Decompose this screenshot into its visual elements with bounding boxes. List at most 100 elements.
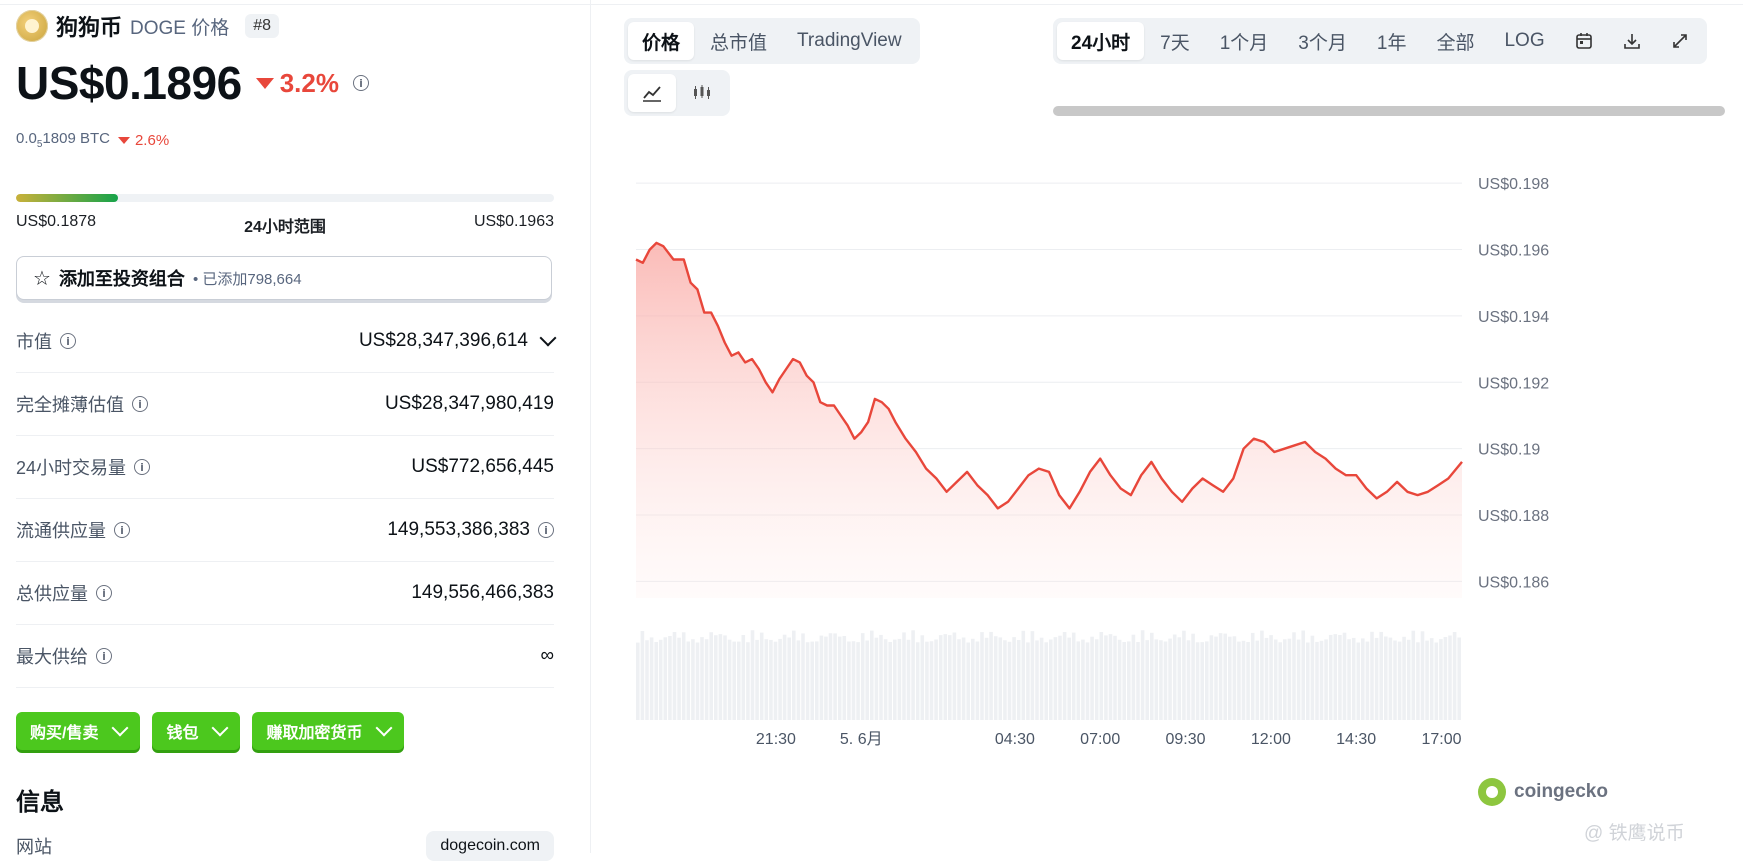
tab-range[interactable]: 7天 <box>1160 32 1190 54</box>
volume-bar <box>1186 640 1191 720</box>
info-icon[interactable]: i <box>134 459 151 475</box>
volume-bar <box>984 637 989 720</box>
tab-range[interactable]: 3个月 <box>1298 32 1347 54</box>
stat-label: 24小时交易量 <box>16 458 127 478</box>
portfolio-added-count: • 已添加798,664 <box>192 270 302 288</box>
volume-bar <box>1448 635 1452 720</box>
y-tick-label: US$0.19 <box>1478 442 1540 459</box>
volume-bar <box>856 642 860 720</box>
volume-bar <box>1094 639 1099 720</box>
volume-bar <box>672 632 677 720</box>
x-tick-label: 07:00 <box>1080 731 1120 748</box>
volume-bar <box>1195 642 1200 720</box>
volume-bar <box>961 637 966 720</box>
stats-table: 市值 i US$28,347,396,614 完全摊薄估值 i US$28,347,… <box>16 310 557 688</box>
x-tick-label: 09:30 <box>1166 731 1206 748</box>
volume-bar <box>1342 632 1347 720</box>
stat-row-market-cap[interactable]: 市值 i US$28,347,396,614 <box>16 310 557 373</box>
buy-sell-button[interactable]: 购买/售卖 <box>16 712 141 750</box>
add-to-portfolio-button[interactable]: ☆ 添加至投资组合 • 已添加798,664 <box>16 256 552 300</box>
volume-bar <box>1117 639 1122 720</box>
volume-bar <box>727 639 732 720</box>
volume-bar <box>966 642 970 720</box>
stat-row-circulating-supply: 流通供应量 i 149,553,386,383 i <box>16 499 554 562</box>
candlestick-button[interactable] <box>678 74 726 112</box>
volume-bar <box>1301 630 1305 720</box>
price-change-value: 3.2% <box>279 67 339 98</box>
tab-range[interactable]: 1年 <box>1376 32 1407 54</box>
volume-bar <box>815 641 819 720</box>
volume-bar <box>1338 635 1342 720</box>
down-triangle-icon <box>255 77 274 89</box>
info-icon[interactable]: i <box>96 648 112 664</box>
volume-bar <box>824 636 828 720</box>
info-icon[interactable]: i <box>352 75 369 91</box>
volume-bar <box>1228 636 1232 720</box>
volume-bar <box>640 631 645 720</box>
volume-bar <box>837 636 842 720</box>
earn-crypto-button[interactable]: 赚取加密货币 <box>252 712 405 750</box>
volume-bar <box>1452 632 1457 720</box>
tab-range[interactable]: 全部 <box>1436 32 1475 54</box>
stat-value: 149,556,466,383 <box>411 582 554 603</box>
tab-range[interactable]: 24小时 <box>1057 22 1145 60</box>
volume-bar <box>1237 641 1241 720</box>
stat-row-volume: 24小时交易量 i US$772,656,445 <box>16 436 554 499</box>
wallet-button[interactable]: 钱包 <box>152 712 241 750</box>
volume-bar <box>1090 636 1094 720</box>
volume-bar <box>1104 635 1108 720</box>
stat-value: US$772,656,445 <box>411 456 554 477</box>
volume-bar <box>1246 642 1250 720</box>
volume-bar <box>1250 632 1255 720</box>
volume-bar <box>796 640 801 720</box>
price-line <box>635 241 1463 510</box>
range-scrollbar[interactable] <box>1053 106 1725 116</box>
current-price: US$0.1896 <box>16 57 242 109</box>
tab-log[interactable]: LOG <box>1504 30 1545 51</box>
volume-bar <box>1168 638 1172 720</box>
coingecko-brand: coingecko <box>1514 781 1608 802</box>
info-icon[interactable]: i <box>538 522 554 538</box>
info-icon[interactable]: i <box>114 522 130 538</box>
volume-bar <box>1434 642 1439 720</box>
volume-bar <box>1085 642 1090 720</box>
tab-market-cap[interactable]: 总市值 <box>710 32 768 54</box>
volume-bar <box>934 639 938 720</box>
price-chart-svg: US$0.198 US$0.196 US$0.194 US$0.192 US$0.19 U… <box>635 176 1549 748</box>
chevron-down-icon <box>375 719 393 737</box>
volume-bar <box>1406 639 1411 720</box>
tab-range[interactable]: 1个月 <box>1219 32 1269 54</box>
volume-bar <box>1296 639 1301 720</box>
tab-price[interactable]: 价格 <box>628 22 695 60</box>
x-tick-label: 04:30 <box>995 731 1035 748</box>
fullscreen-button[interactable] <box>1657 22 1703 60</box>
range-title: 24小时范围 <box>244 219 326 236</box>
volume-bar <box>1136 642 1140 720</box>
btc-price-row: 0.051809 BTC 2.6% <box>16 130 169 150</box>
volume-bar <box>1159 640 1163 720</box>
info-icon[interactable]: i <box>60 333 76 349</box>
rank-badge: #8 <box>245 14 280 38</box>
info-icon[interactable]: i <box>96 585 112 601</box>
site-watermark: @ 铁鹰说币 <box>1584 818 1685 845</box>
line-chart-button[interactable] <box>628 74 676 112</box>
chart-panel: 价格 总市值 TradingView 24小时 7天 1个月 3个月 1年 全部… <box>590 0 1743 853</box>
website-link[interactable]: dogecoin.com <box>426 831 554 861</box>
volume-bar <box>952 632 957 720</box>
volume-bar <box>663 637 668 720</box>
tab-tradingview[interactable]: TradingView <box>797 30 902 51</box>
volume-bar <box>1021 630 1026 720</box>
volume-bar <box>1333 634 1338 720</box>
volume-bar <box>1035 640 1039 720</box>
website-row: 网站 dogecoin.com <box>16 831 554 861</box>
volume-bar <box>1218 633 1223 720</box>
calendar-button[interactable] <box>1561 22 1607 60</box>
info-icon[interactable]: i <box>132 396 148 412</box>
download-button[interactable] <box>1609 22 1655 60</box>
volume-bar <box>1012 637 1016 720</box>
volume-bar <box>989 631 993 720</box>
download-icon <box>1623 34 1640 49</box>
wallet-label: 钱包 <box>166 725 199 742</box>
volume-bar <box>1402 636 1406 720</box>
chevron-down-icon[interactable] <box>539 329 557 347</box>
